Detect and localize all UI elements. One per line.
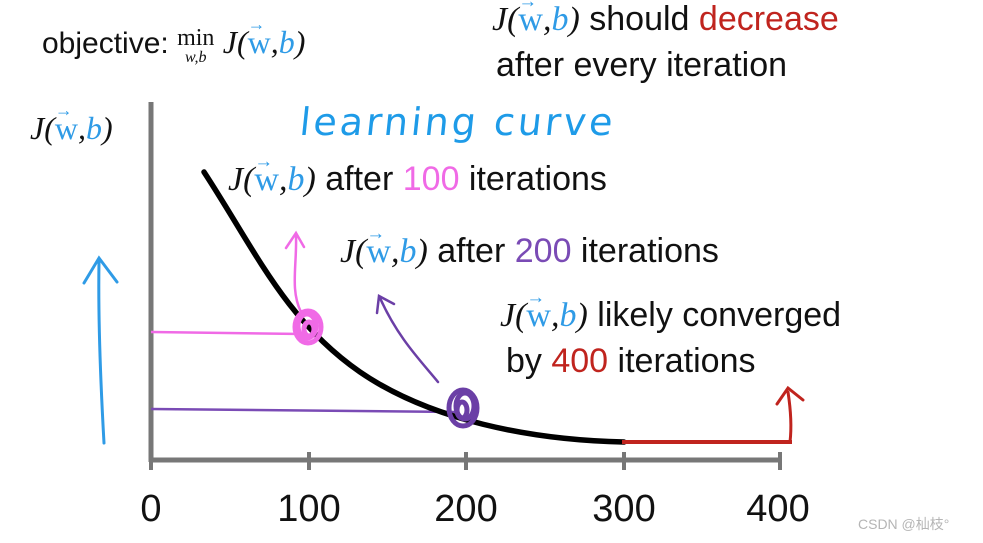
a200-tail: iterations — [571, 232, 719, 270]
axis-func: J( — [30, 110, 55, 146]
note-w: w — [518, 0, 543, 39]
a400-tail: iterations — [608, 342, 756, 380]
a100-w: w — [254, 151, 279, 199]
annotation-200: J(w,b) after 200 iterations — [340, 223, 719, 271]
axis-close: ) — [101, 110, 113, 146]
a100-num: 100 — [402, 160, 460, 198]
objective-close: ) — [294, 24, 306, 60]
axis-b: b — [85, 110, 102, 146]
min-operator: min w,b — [177, 26, 214, 66]
x-tick-label-200: 200 — [434, 488, 498, 530]
pink-marker — [292, 308, 324, 346]
a200-comma: , — [390, 233, 400, 270]
axis-comma: , — [77, 110, 86, 146]
note-decrease: decrease — [698, 0, 839, 38]
a400-b: b — [559, 297, 577, 334]
x-tick-label-100: 100 — [277, 488, 341, 530]
a400-line2: by — [506, 342, 552, 380]
purple-arrow — [375, 294, 440, 384]
a400-w: w — [526, 287, 551, 335]
a200-w: w — [366, 223, 391, 271]
a200-num: 200 — [514, 232, 572, 270]
purple-level-line — [150, 407, 459, 414]
a200-function: J(w,b) — [340, 223, 428, 271]
a400-text: likely converged — [587, 296, 842, 334]
x-tick-label-0: 0 — [140, 488, 162, 530]
watermark: CSDN @杣枝° — [858, 516, 950, 532]
learning-curve-title: learning curve — [297, 100, 618, 144]
pink-arrow — [284, 230, 306, 314]
blue-up-arrow — [82, 255, 119, 445]
objective-func: J( — [222, 24, 248, 60]
x-tick-label-400: 400 — [746, 488, 810, 530]
note-func: J( — [492, 1, 519, 38]
a200-text: after — [427, 232, 515, 270]
a200-close: ) — [416, 233, 428, 270]
note-comma: , — [542, 1, 552, 38]
a100-b: b — [287, 161, 305, 198]
a200-b: b — [399, 233, 417, 270]
a100-func: J( — [228, 161, 255, 198]
y-axis-label: J(w,b) — [30, 100, 113, 147]
a400-close: ) — [576, 297, 588, 334]
annotation-100: J(w,b) after 100 iterations — [228, 151, 607, 199]
pink-level-line — [150, 330, 303, 336]
annotation-400-line2: by 400 iterations — [506, 342, 756, 381]
objective-function: J(w,b) — [222, 14, 306, 61]
x-tick-label-300: 300 — [592, 488, 656, 530]
objective-label: objective: min w,b J(w,b) — [42, 14, 306, 66]
decrease-note-line1: J(w,b) should decrease — [492, 0, 839, 39]
cost-curve — [201, 169, 627, 445]
note-text1: should — [579, 0, 699, 38]
min-text: min — [177, 25, 215, 51]
decrease-note-line2: after every iteration — [496, 46, 788, 84]
a100-function: J(w,b) — [228, 151, 316, 199]
a400-comma: , — [550, 297, 560, 334]
red-arrow — [775, 385, 805, 444]
objective-comma: , — [270, 24, 279, 60]
a400-num: 400 — [551, 342, 609, 380]
annotation-400-line1: J(w,b) likely converged — [500, 287, 842, 335]
a400-function: J(w,b) — [500, 287, 588, 335]
axis-w: w — [55, 100, 78, 147]
a100-comma: , — [278, 161, 288, 198]
objective-text: objective: — [42, 27, 178, 60]
a100-text: after — [315, 160, 403, 198]
min-subscript: w,b — [185, 49, 207, 66]
purple-marker — [446, 387, 480, 429]
a100-close: ) — [304, 161, 316, 198]
note-b: b — [551, 1, 569, 38]
objective-w: w — [248, 14, 271, 61]
note-function: J(w,b) — [492, 0, 580, 39]
objective-b: b — [278, 24, 295, 60]
note-close: ) — [568, 1, 580, 38]
a400-func: J( — [500, 297, 527, 334]
a100-tail: iterations — [459, 160, 607, 198]
a200-func: J( — [340, 233, 367, 270]
